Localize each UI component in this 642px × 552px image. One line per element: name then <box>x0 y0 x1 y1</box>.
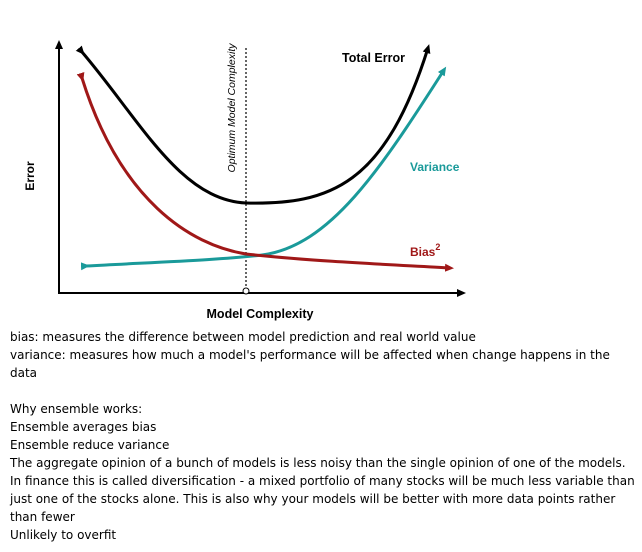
optimum-label: Optimum Model Complexity <box>226 43 238 173</box>
why-heading: Why ensemble works: <box>10 402 143 416</box>
bias-variance-diagram: Error Model Complexity Optimum Model Com… <box>23 40 466 321</box>
y-axis-label: Error <box>23 161 37 191</box>
variance-definition: variance: measures how much a model's pe… <box>10 348 610 380</box>
optimum-marker <box>242 287 250 295</box>
variance-label: Variance <box>410 160 460 174</box>
variance-curve <box>80 66 447 271</box>
point-4: Unlikely to overfit <box>10 528 117 542</box>
total-error-curve <box>75 44 431 205</box>
bias-definition: bias: measures the difference between mo… <box>10 330 476 344</box>
point-2: Ensemble reduce variance <box>10 438 170 452</box>
point-3: The aggregate opinion of a bunch of mode… <box>10 456 635 524</box>
bias-label: Bias2 <box>410 242 440 259</box>
bias-curve <box>76 72 454 272</box>
x-axis-label: Model Complexity <box>207 307 314 321</box>
point-1: Ensemble averages bias <box>10 420 157 434</box>
bias-superscript: 2 <box>435 242 440 252</box>
bias-label-text: Bias <box>410 245 436 259</box>
total-error-label: Total Error <box>342 51 405 65</box>
notes-text: bias: measures the difference between mo… <box>10 328 635 544</box>
